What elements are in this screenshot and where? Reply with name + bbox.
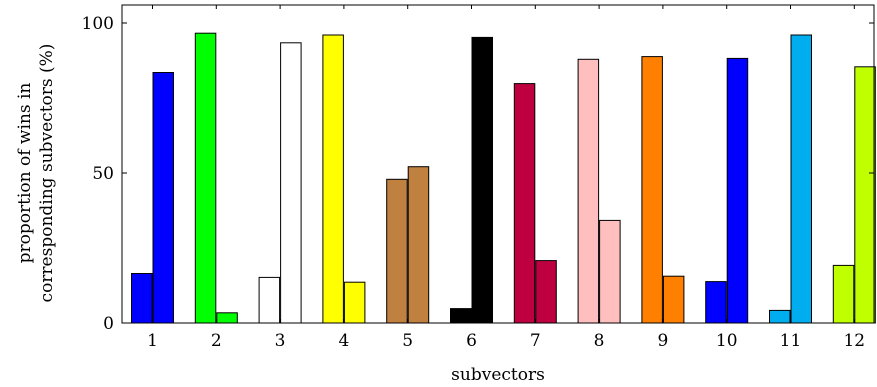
bar-10-1 [705,281,727,324]
x-tick-label-1: 1 [147,331,158,351]
bar-11-2 [790,34,812,324]
bar-7-1 [513,83,536,324]
x-tick-label-9: 9 [657,331,668,351]
x-axis-label: subvectors [451,365,545,385]
y-axis-label-line-2: corresponding subvectors (%) [37,44,57,303]
x-tick-label-2: 2 [211,331,222,351]
bar-7-2 [535,260,557,324]
x-tick-label-8: 8 [594,331,605,351]
bar-5-1 [386,178,408,324]
bar-10-2 [726,57,749,324]
bar-3-2 [280,42,302,324]
bar-12-1 [832,264,855,324]
bar-8-1 [577,58,600,324]
bar-12-2 [854,66,876,324]
y-tick-label-100: 100 [82,14,114,34]
x-tick-label-4: 4 [338,331,349,351]
bar-3-1 [258,276,281,324]
bar-5-2 [407,166,430,324]
bar-2-1 [194,32,217,324]
y-tick-label-0: 0 [103,314,114,334]
x-tick-label-10: 10 [716,331,738,351]
x-tick-label-7: 7 [530,331,541,351]
bar-4-2 [343,281,366,324]
bar-6-1 [450,308,472,324]
x-tick-label-5: 5 [402,331,413,351]
bar-9-2 [662,275,685,324]
x-tick-label-12: 12 [843,331,865,351]
bar-9-1 [641,56,663,324]
bar-6-2 [471,36,493,324]
y-tick-label-50: 50 [92,164,114,184]
bar-1-2 [152,72,174,324]
x-tick-label-3: 3 [275,331,286,351]
bar-8-2 [599,219,621,324]
x-tick-label-11: 11 [780,331,802,351]
y-axis-label-line-1: proportion of wins in [15,83,35,264]
bar-2-2 [216,312,238,324]
bar-1-1 [131,273,153,324]
plot-frame [121,4,875,324]
bars-layer [131,32,876,324]
x-tick-label-6: 6 [466,331,477,351]
bar-4-1 [322,34,344,324]
bar-11-1 [769,309,791,324]
